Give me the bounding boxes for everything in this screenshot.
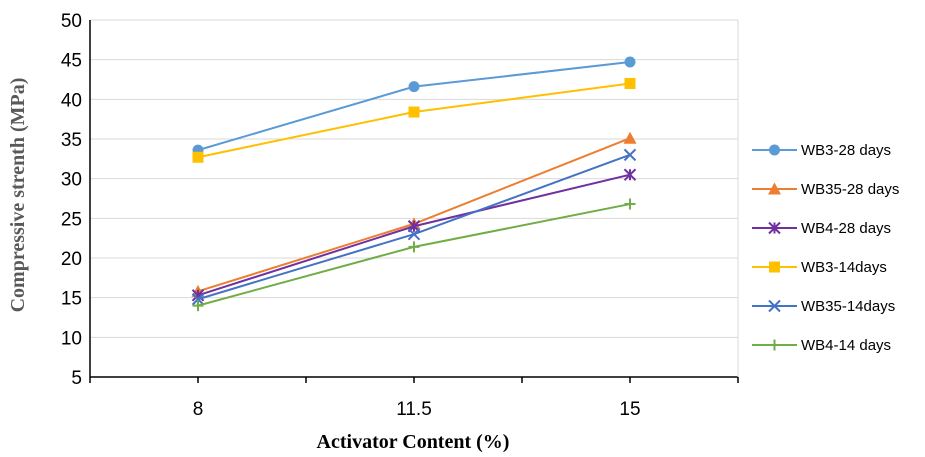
gridlines	[90, 19, 738, 338]
data-point	[407, 227, 421, 241]
x-tick-label: 15	[619, 399, 640, 420]
series-line	[197, 61, 631, 152]
series-wb4-14-days	[192, 198, 636, 312]
axes	[89, 20, 739, 383]
data-point	[192, 300, 204, 312]
legend-item: WB35-14days	[752, 298, 895, 315]
y-tick-label: 35	[61, 130, 82, 151]
y-tick-label: 20	[61, 249, 82, 270]
legend-item: WB35-28 days	[752, 181, 899, 198]
data-point	[408, 106, 420, 118]
legend-label: WB35-28 days	[801, 181, 899, 198]
y-tick-label: 15	[61, 289, 82, 310]
data-point	[768, 299, 781, 313]
x-tick-label: 11.5	[396, 399, 432, 420]
y-axis-label: Compressive strenth (MPa)	[7, 78, 29, 313]
data-point	[624, 198, 636, 210]
legend-item: WB3-28 days	[752, 142, 891, 159]
data-point	[769, 339, 780, 351]
series-group	[191, 56, 637, 312]
legend-item: WB3-14days	[752, 259, 887, 276]
series-wb35-28-days	[191, 131, 637, 297]
data-point	[768, 221, 781, 235]
data-point	[623, 131, 637, 144]
x-tick-labels: 8 11.5 15	[193, 399, 641, 420]
y-tick-label: 50	[61, 11, 82, 32]
data-point	[769, 144, 780, 156]
y-tick-label: 45	[61, 51, 82, 72]
data-point	[408, 81, 420, 93]
legend-label: WB3-28 days	[801, 142, 891, 159]
series-line	[197, 137, 631, 293]
data-point	[191, 293, 205, 306]
legend-item: WB4-14 days	[752, 337, 891, 354]
y-tick-label: 5	[71, 368, 82, 389]
y-tick-label: 30	[61, 170, 82, 191]
data-point	[624, 77, 636, 89]
series-wb3-14days	[192, 77, 636, 163]
series-line	[197, 82, 631, 159]
x-tick-label: 8	[193, 399, 204, 420]
series-wb3-28-days	[192, 56, 636, 156]
legend-label: WB35-14days	[801, 298, 895, 315]
data-point	[769, 261, 780, 273]
legend-label: WB3-14days	[801, 259, 887, 276]
legend-item: WB4-28 days	[752, 220, 891, 237]
legend: WB3-28 days WB35-28 days WB4-28 days WB3-14…	[752, 142, 899, 354]
data-point	[624, 56, 636, 68]
legend-label: WB4-28 days	[801, 220, 891, 237]
series-wb35-14days	[191, 148, 637, 306]
data-point	[408, 241, 420, 253]
data-point	[192, 151, 204, 163]
y-tick-label: 25	[61, 209, 82, 230]
data-point	[623, 168, 637, 181]
y-tick-label: 10	[61, 328, 82, 349]
y-tick-labels: 5 10 15 20 25 30 35 40 45 50	[61, 11, 82, 389]
x-axis-label: Activator Content (%)	[317, 431, 510, 453]
data-point	[623, 148, 637, 162]
data-point	[768, 182, 781, 195]
y-tick-label: 40	[61, 90, 82, 111]
legend-label: WB4-14 days	[801, 337, 891, 354]
